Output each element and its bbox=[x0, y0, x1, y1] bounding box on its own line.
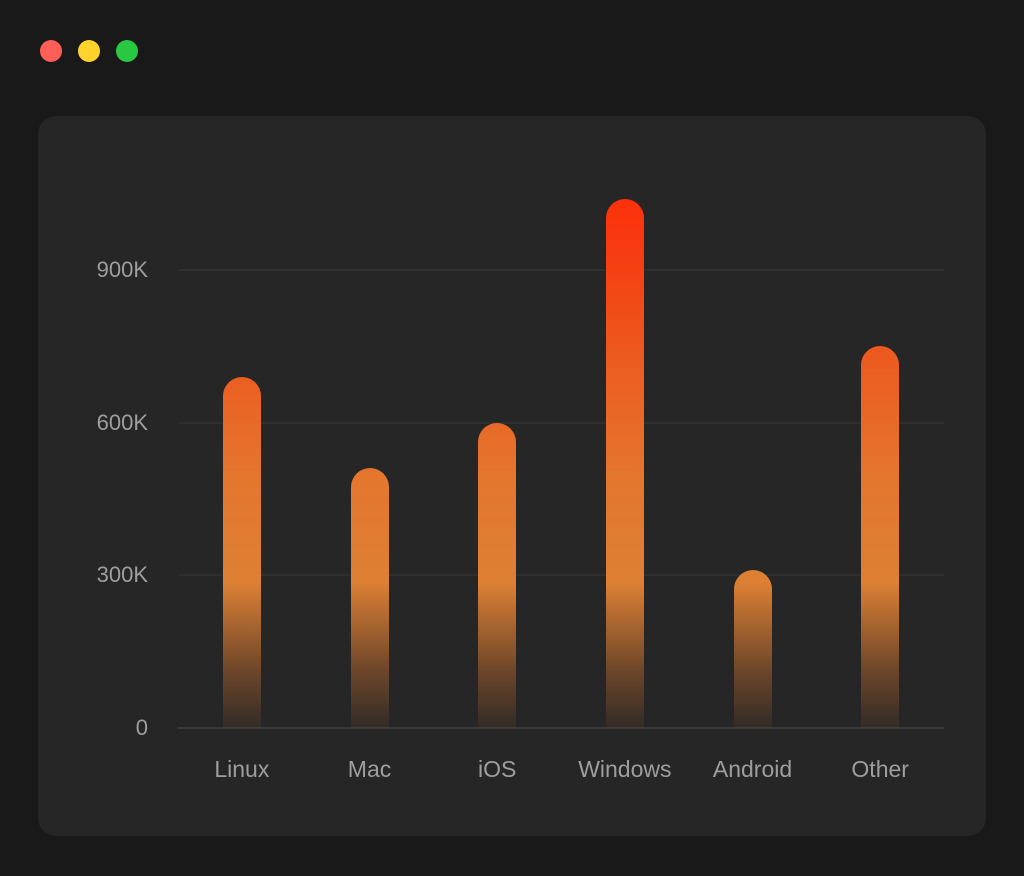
bar-slot-android bbox=[689, 168, 817, 728]
window-controls bbox=[40, 40, 138, 62]
bar-other bbox=[861, 346, 900, 728]
x-labels-row: Linux Mac iOS Windows Android Other bbox=[178, 756, 944, 783]
zoom-window-button[interactable] bbox=[116, 40, 138, 62]
y-tick-label-300k: 300K bbox=[96, 562, 148, 588]
x-label-android: Android bbox=[712, 756, 793, 782]
bar-slot-mac bbox=[306, 168, 434, 728]
bar-windows bbox=[605, 198, 644, 728]
chart-card: 0 300K 600K 900K Linux Mac iOS Windows Android O… bbox=[38, 116, 986, 836]
plot-area: 0 300K 600K 900K bbox=[97, 168, 944, 740]
minimize-window-button[interactable] bbox=[78, 40, 100, 62]
bar-linux bbox=[222, 376, 261, 728]
bar-android bbox=[733, 570, 772, 728]
bar-slot-other bbox=[816, 168, 944, 728]
x-label-windows: Windows bbox=[578, 756, 672, 782]
bar-slot-linux bbox=[178, 168, 306, 728]
bar-slot-ios bbox=[433, 168, 561, 728]
y-tick-label-600k: 600K bbox=[96, 409, 148, 435]
bar-ios bbox=[478, 422, 517, 728]
bar-mac bbox=[350, 468, 389, 728]
bars-row bbox=[178, 168, 944, 728]
gridline bbox=[178, 574, 944, 576]
x-label-other: Other bbox=[851, 756, 909, 782]
x-label-linux: Linux bbox=[214, 756, 270, 782]
y-tick-label-900k: 900K bbox=[96, 256, 148, 282]
y-tick-label-0: 0 bbox=[135, 715, 148, 740]
x-label-ios: iOS bbox=[478, 756, 517, 782]
gridline bbox=[178, 422, 944, 424]
x-label-mac: Mac bbox=[347, 756, 392, 782]
x-axis-line bbox=[178, 727, 944, 729]
gridline bbox=[178, 269, 944, 271]
bar-slot-windows bbox=[561, 168, 689, 728]
close-window-button[interactable] bbox=[40, 40, 62, 62]
